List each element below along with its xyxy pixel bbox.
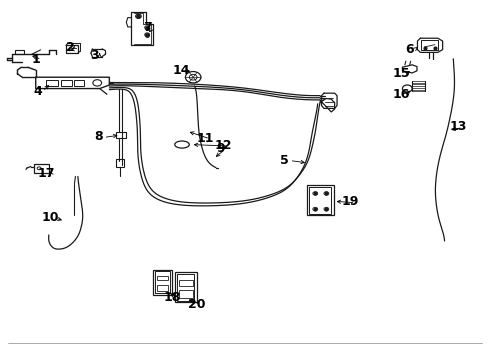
Text: 1: 1 <box>31 53 40 66</box>
Bar <box>47 80 58 86</box>
Bar <box>157 284 169 291</box>
Bar <box>34 164 49 173</box>
Text: 20: 20 <box>188 298 205 311</box>
Text: 13: 13 <box>449 120 467 133</box>
Circle shape <box>185 72 201 83</box>
Bar <box>155 271 170 293</box>
Text: 17: 17 <box>38 167 55 180</box>
Text: 7: 7 <box>143 21 151 34</box>
Bar <box>116 132 126 138</box>
Text: 19: 19 <box>342 195 359 208</box>
Bar <box>177 274 194 301</box>
Bar <box>157 276 169 280</box>
Text: 3: 3 <box>91 49 99 62</box>
Text: 11: 11 <box>196 132 214 145</box>
Ellipse shape <box>175 141 189 148</box>
Text: 15: 15 <box>392 67 410 80</box>
Text: 9: 9 <box>217 141 225 154</box>
Bar <box>307 185 334 215</box>
Text: 14: 14 <box>172 64 190 77</box>
Bar <box>175 272 196 302</box>
Bar <box>116 159 124 167</box>
Bar <box>74 80 84 86</box>
Bar <box>61 80 72 86</box>
Text: 12: 12 <box>215 139 232 152</box>
Text: 4: 4 <box>33 85 42 98</box>
Text: 5: 5 <box>280 154 289 167</box>
Bar <box>15 50 24 54</box>
Text: 2: 2 <box>66 41 75 54</box>
Bar <box>153 270 172 295</box>
Text: 10: 10 <box>42 211 59 224</box>
Circle shape <box>189 75 197 80</box>
Bar <box>421 40 438 50</box>
Bar <box>309 187 331 214</box>
Text: 6: 6 <box>405 43 414 56</box>
Text: 8: 8 <box>95 130 103 143</box>
Text: 18: 18 <box>164 291 181 304</box>
Bar <box>179 290 193 298</box>
Bar <box>179 280 193 285</box>
Text: 16: 16 <box>392 89 410 102</box>
Bar <box>66 45 78 53</box>
